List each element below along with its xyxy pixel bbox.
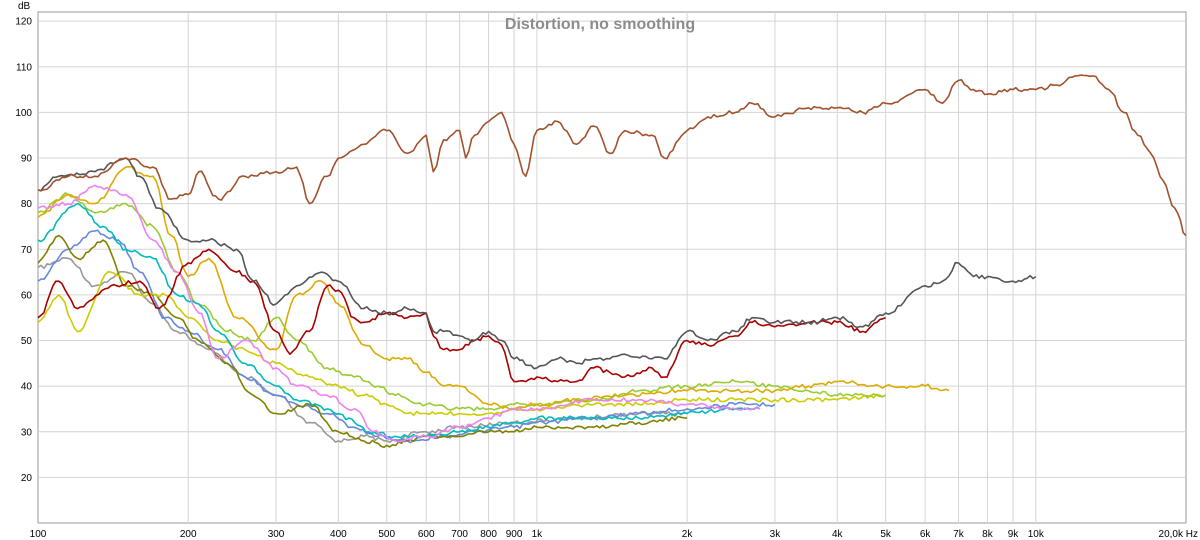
x-tick-label: 2k (682, 529, 694, 540)
series-line (37, 165, 950, 411)
series-line (37, 248, 886, 383)
y-tick-label: 80 (21, 199, 33, 210)
grid (38, 12, 1186, 523)
y-tick-label: 70 (21, 245, 33, 256)
y-tick-label: 120 (15, 17, 32, 28)
x-tick-label: 100 (30, 529, 47, 540)
y-tick-label: 30 (21, 427, 33, 438)
y-tick-label: 20 (21, 473, 33, 484)
x-tick-label: 200 (180, 529, 197, 540)
x-tick-label: 600 (418, 529, 435, 540)
series-line (37, 271, 886, 417)
y-tick-label: 60 (21, 290, 33, 301)
x-tick-label: 7k (953, 529, 965, 540)
x-tick-label: 1k (532, 529, 544, 540)
series-line (37, 229, 776, 444)
x-tick-label: 20,0k Hz (1159, 529, 1198, 540)
x-tick-label: 8k (982, 529, 994, 540)
y-tick-label: 50 (21, 336, 33, 347)
x-tick-label: 6k (920, 529, 932, 540)
series-line (37, 234, 688, 449)
y-tick-label: 90 (21, 154, 33, 165)
x-tick-label: 900 (506, 529, 523, 540)
y-tick-label: 40 (21, 382, 33, 393)
x-tick-label: 300 (268, 529, 285, 540)
x-tick-label: 3k (770, 529, 782, 540)
series-line (37, 74, 1187, 237)
x-tick-label: 400 (330, 529, 347, 540)
x-tick-label: 9k (1008, 529, 1020, 540)
x-tick-label: 5k (880, 529, 892, 540)
series-line (37, 202, 761, 439)
chart-title: Distortion, no smoothing (505, 16, 695, 33)
y-tick-label: 110 (16, 62, 32, 73)
x-tick-label: 4k (832, 529, 844, 540)
x-tick-label: 700 (451, 529, 468, 540)
x-tick-label: 500 (378, 529, 395, 540)
y-axis-ticks: 20 30 40 50 60 70 80 90 100 110 120 (15, 17, 32, 484)
y-axis-unit: dB (18, 1, 31, 12)
series-layer (37, 74, 1187, 449)
x-tick-label: 10k (1028, 529, 1045, 540)
x-tick-label: 800 (480, 529, 497, 540)
y-tick-label: 100 (15, 108, 32, 119)
x-axis-ticks: 100 200 300 400 500 600 700 800 900 1k 2k 3k 4k 5k 6k 7… (30, 529, 1198, 540)
series-line (37, 184, 761, 443)
series-line (37, 157, 1037, 370)
